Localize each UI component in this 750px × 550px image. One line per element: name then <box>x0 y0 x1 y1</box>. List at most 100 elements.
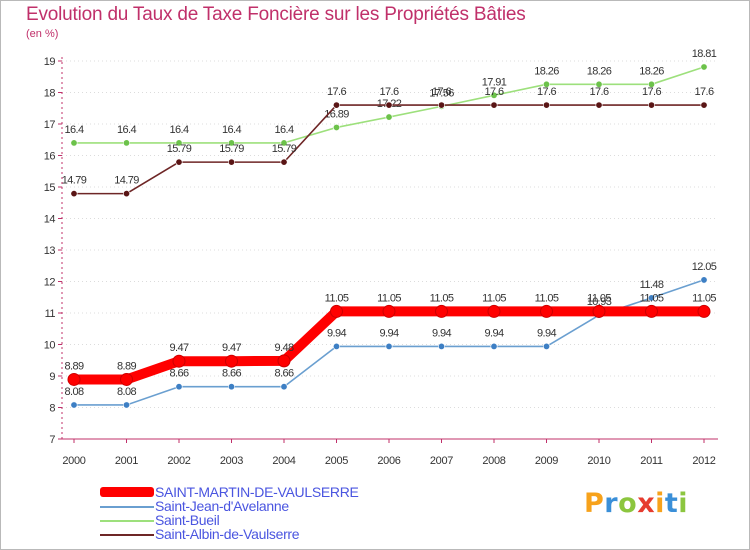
data-label: 9.48 <box>274 342 293 354</box>
data-label: 17.6 <box>484 86 503 98</box>
data-label: 18.26 <box>639 65 664 77</box>
data-point <box>385 113 393 121</box>
data-point <box>70 401 78 409</box>
data-point <box>435 304 448 318</box>
y-tick-label: 13 <box>44 245 56 257</box>
data-point <box>437 342 445 350</box>
data-label: 9.94 <box>379 327 398 339</box>
data-point <box>595 80 603 88</box>
x-tick-label: 2007 <box>430 455 453 467</box>
y-tick-label: 8 <box>49 403 55 415</box>
data-label: 8.08 <box>117 386 136 398</box>
data-point <box>280 139 288 147</box>
data-label: 11.05 <box>377 292 401 304</box>
x-tick-label: 2008 <box>482 455 505 467</box>
x-tick-label: 2001 <box>115 455 138 467</box>
data-point <box>172 354 186 368</box>
logo-letter: t <box>664 488 679 519</box>
data-point <box>595 101 603 109</box>
x-tick-label: 2000 <box>62 455 85 467</box>
data-label: 9.94 <box>432 327 451 339</box>
data-label: 16.4 <box>64 124 83 136</box>
data-point <box>490 91 498 99</box>
data-label: 17.6 <box>694 86 713 98</box>
data-point <box>542 342 550 350</box>
data-point <box>332 342 340 350</box>
logo-letter: x <box>637 488 656 519</box>
data-label: 11.05 <box>587 292 611 304</box>
logo-letter: o <box>618 488 638 519</box>
data-point <box>647 294 655 302</box>
data-label: 17.6 <box>432 86 451 98</box>
x-tick-label: 2005 <box>325 455 348 467</box>
data-point <box>540 304 553 318</box>
x-tick-label: 2003 <box>220 455 243 467</box>
y-tick-label: 11 <box>45 308 56 320</box>
logo-letter: i <box>678 488 689 519</box>
data-label: 17.6 <box>589 86 608 98</box>
data-label: 11.05 <box>325 292 349 304</box>
data-label: 17.91 <box>482 76 507 88</box>
data-label: 17.56 <box>429 87 454 99</box>
y-tick-label: 9 <box>49 371 55 383</box>
data-label: 11.05 <box>482 292 506 304</box>
x-tick-label: 2011 <box>640 455 663 467</box>
data-point <box>332 101 340 109</box>
data-point <box>697 304 711 318</box>
data-label: 12.05 <box>692 261 717 273</box>
data-label: 16.4 <box>117 124 136 136</box>
x-tick-label: 2006 <box>377 455 400 467</box>
data-label: 16.4 <box>222 124 241 136</box>
data-point <box>67 372 81 386</box>
data-point <box>123 139 131 147</box>
data-label: 15.79 <box>167 143 192 155</box>
legend-swatch <box>100 487 154 497</box>
data-label: 14.79 <box>114 175 139 187</box>
data-label: 8.89 <box>64 360 83 372</box>
data-point <box>277 354 291 368</box>
x-tick-label: 2002 <box>167 455 190 467</box>
data-point <box>700 63 708 71</box>
logo-letter: r <box>604 488 619 519</box>
data-label: 18.26 <box>587 65 612 77</box>
chart-title: Evolution du Taux de Taxe Foncière sur l… <box>26 4 526 25</box>
y-tick-label: 7 <box>49 434 55 446</box>
data-label: 16.4 <box>274 124 293 136</box>
data-label: 15.79 <box>272 143 297 155</box>
data-label: 8.08 <box>64 386 83 398</box>
y-tick-label: 12 <box>44 277 56 289</box>
data-point <box>647 80 655 88</box>
data-label: 11.48 <box>640 279 664 291</box>
data-label: 9.94 <box>537 327 556 339</box>
data-point <box>280 158 288 166</box>
x-tick-label: 2010 <box>587 455 610 467</box>
y-tick-label: 10 <box>44 340 56 352</box>
data-point <box>70 139 78 147</box>
legend-label: Saint-Bueil <box>155 512 220 528</box>
data-point <box>700 276 708 284</box>
data-point <box>228 383 236 391</box>
data-label: 17.6 <box>327 86 346 98</box>
data-label: 15.79 <box>219 143 244 155</box>
x-tick-label: 2004 <box>272 455 295 467</box>
legend-label: SAINT-MARTIN-DE-VAULSERRE <box>155 484 359 500</box>
data-point <box>487 304 501 318</box>
data-label: 8.66 <box>274 368 293 380</box>
data-point <box>542 101 550 109</box>
legend-swatch <box>100 520 154 522</box>
data-point <box>175 158 183 166</box>
data-point <box>385 342 393 350</box>
data-point <box>123 190 131 198</box>
data-point <box>70 190 78 198</box>
data-point <box>385 101 393 109</box>
data-label: 8.66 <box>222 368 241 380</box>
y-tick-label: 19 <box>44 56 56 68</box>
data-point <box>175 383 183 391</box>
data-point <box>645 304 658 318</box>
data-label: 18.81 <box>692 48 717 60</box>
data-label: 9.47 <box>169 342 188 354</box>
legend-label: Saint-Albin-de-Vaulserre <box>155 526 300 542</box>
data-point <box>120 372 133 386</box>
y-tick-label: 17 <box>44 119 56 131</box>
